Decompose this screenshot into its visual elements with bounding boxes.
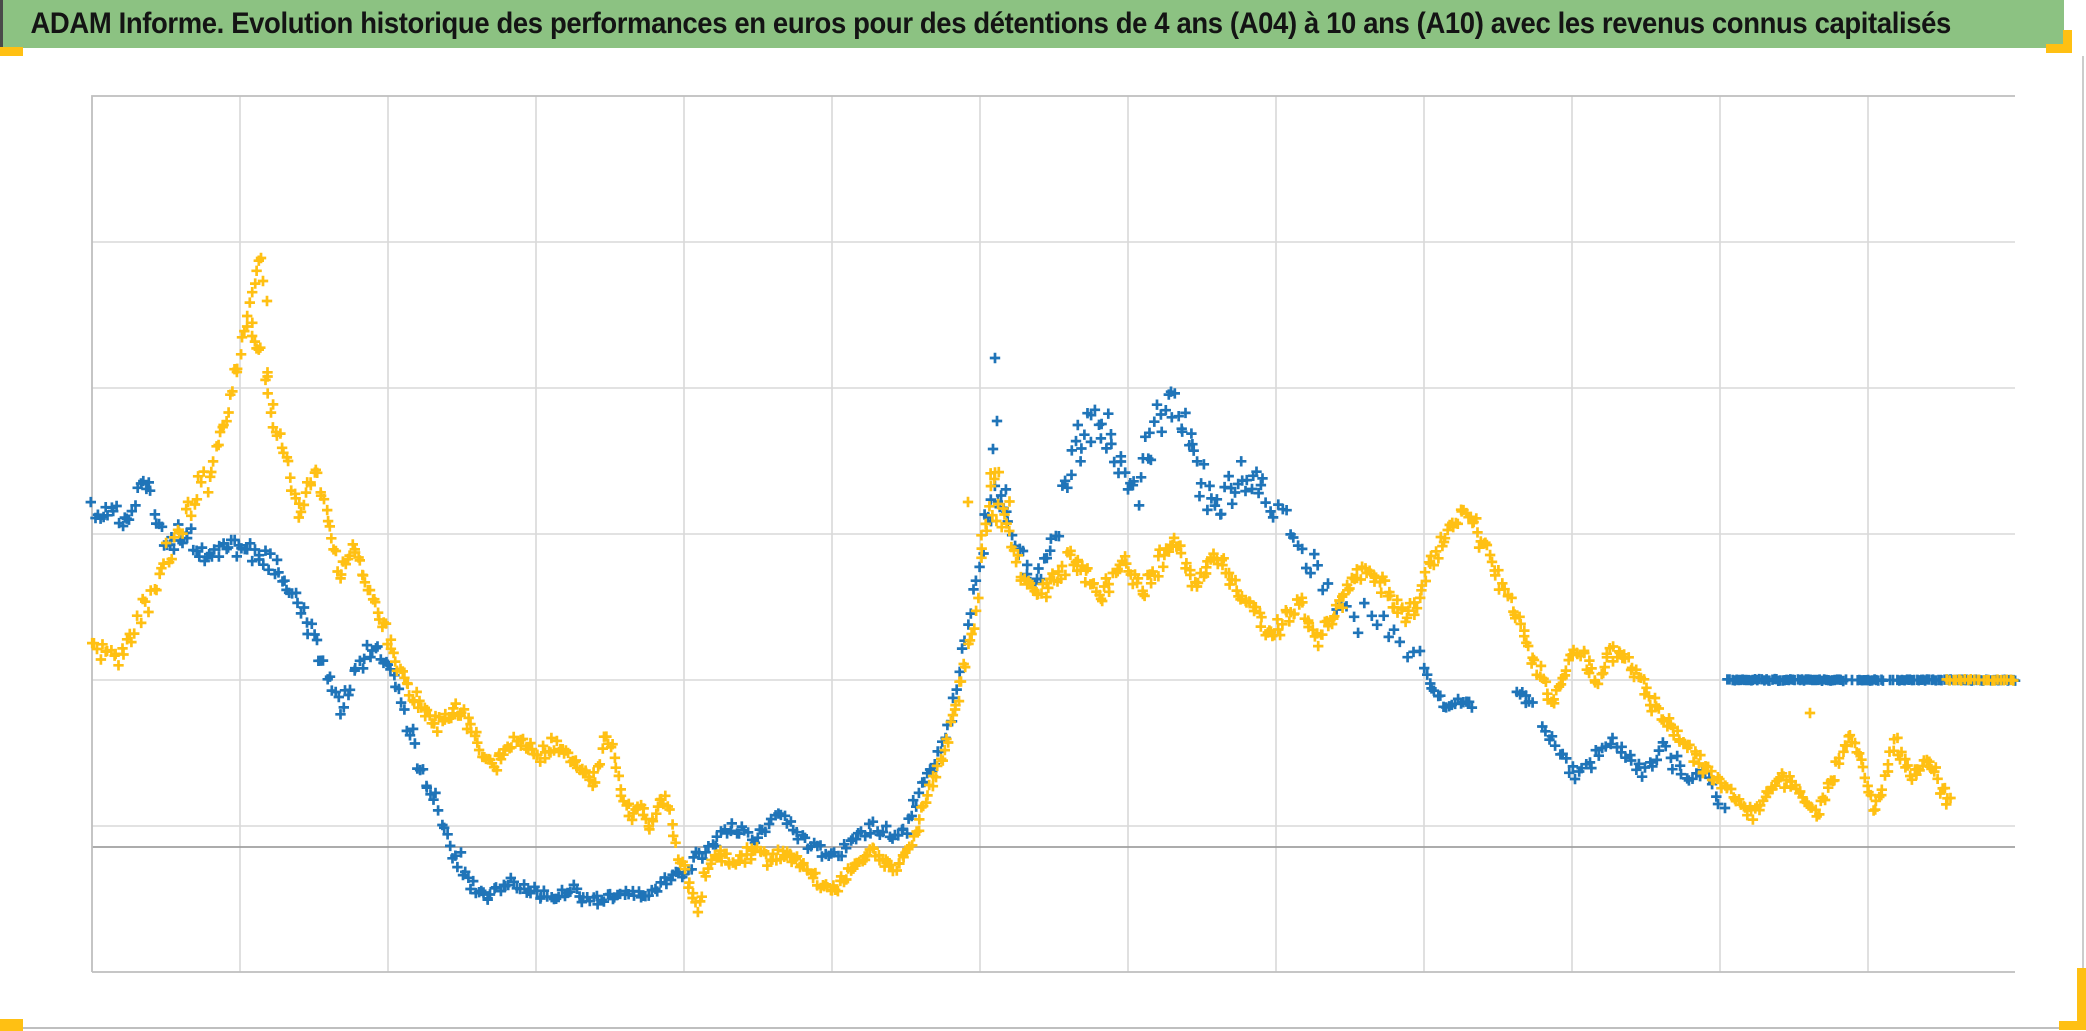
accent-top-right-vertical (2063, 30, 2072, 53)
title-bar: ADAM Informe. Evolution historique des p… (0, 0, 2064, 48)
accent-top-right-horizontal (2046, 44, 2072, 53)
right-edge-rule (2082, 56, 2084, 968)
accent-bottom-right-vertical (2077, 968, 2086, 1030)
accent-bottom-left (0, 1019, 23, 1031)
footer-rule (0, 1027, 2064, 1029)
accent-top-left (0, 47, 23, 56)
accent-bottom-right-horizontal (2059, 1021, 2086, 1030)
page-title: ADAM Informe. Evolution historique des p… (30, 7, 1951, 40)
